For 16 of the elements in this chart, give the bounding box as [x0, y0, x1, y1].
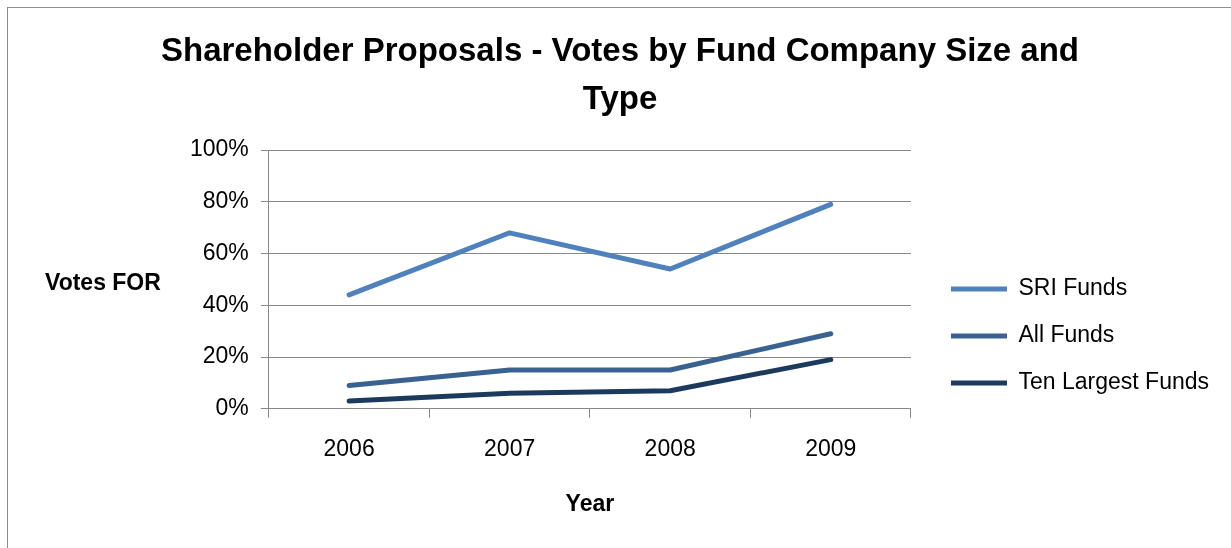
x-tick-label: 2007: [484, 434, 536, 461]
legend-label: Ten Largest Funds: [1018, 368, 1210, 395]
legend-label: All Funds: [1018, 321, 1115, 348]
x-tick-label: 2006: [323, 434, 375, 461]
y-tick-label: 20%: [202, 342, 249, 369]
chart-title: Shareholder Proposals - Votes by Fund Company Size and Type: [159, 30, 1081, 118]
x-tick-label: 2008: [644, 434, 696, 461]
x-axis-title: Year: [565, 489, 615, 516]
legend-label: SRI Funds: [1018, 274, 1128, 301]
y-tick-label: 0%: [215, 394, 249, 421]
y-tick-label: 40%: [202, 290, 249, 317]
y-tick-label: 60%: [202, 238, 249, 265]
y-tick-label: 80%: [202, 187, 249, 214]
y-tick-label: 100%: [190, 135, 249, 162]
x-tick-label: 2009: [805, 434, 857, 461]
y-axis-title: Votes FOR: [45, 268, 161, 296]
